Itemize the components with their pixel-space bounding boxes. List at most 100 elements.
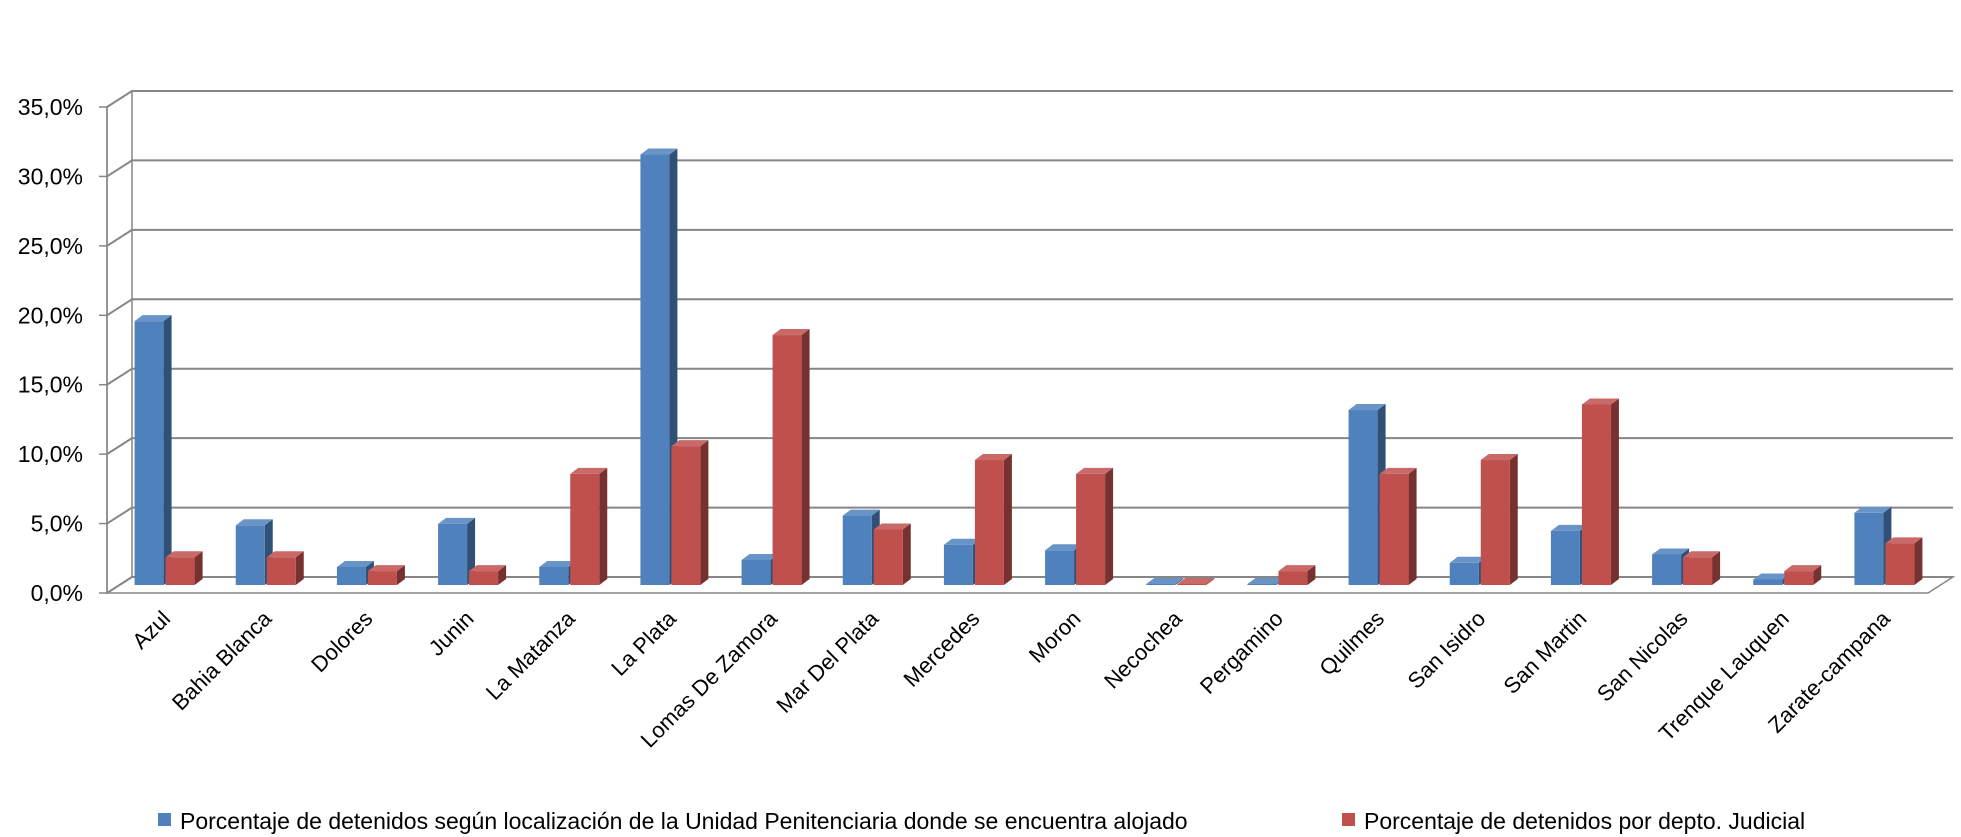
x-tick-label: Pergamino bbox=[1195, 606, 1288, 699]
bar-top-2-14 bbox=[1581, 398, 1619, 405]
bar-side-2-15 bbox=[1712, 551, 1721, 585]
bar-front-1-14 bbox=[1550, 530, 1580, 585]
bar-top-1-17 bbox=[1854, 506, 1892, 513]
x-tick-label: Mercedes bbox=[898, 606, 984, 692]
bar-front-2-9 bbox=[1076, 473, 1106, 585]
bar-2-10 bbox=[1177, 578, 1215, 585]
bar-top-2-13 bbox=[1480, 454, 1518, 461]
bar-top-2-12 bbox=[1379, 467, 1417, 474]
bar-front-2-4 bbox=[570, 473, 600, 585]
bar-top-2-2 bbox=[367, 565, 405, 572]
bar-front-2-8 bbox=[974, 460, 1004, 585]
bar-side-2-5 bbox=[700, 440, 709, 585]
bar-2-11 bbox=[1278, 565, 1316, 585]
legend-label-series-1: Porcentaje de detenidos según localizaci… bbox=[180, 808, 1188, 834]
bar-front-1-3 bbox=[438, 523, 468, 585]
bar-front-2-2 bbox=[367, 571, 397, 585]
bar-2-2 bbox=[367, 565, 405, 585]
bar-front-2-11 bbox=[1278, 571, 1308, 585]
bar-top-2-8 bbox=[974, 454, 1012, 461]
bar-2-17 bbox=[1885, 537, 1923, 585]
bar-front-1-7 bbox=[842, 515, 872, 585]
bar-front-1-15 bbox=[1652, 554, 1682, 585]
bar-top-2-0 bbox=[165, 551, 203, 558]
bar-front-2-0 bbox=[165, 557, 195, 585]
bar-front-2-12 bbox=[1379, 473, 1409, 585]
bar-front-1-10 bbox=[1146, 584, 1176, 585]
chart-side-wall bbox=[106, 89, 133, 595]
bar-front-2-17 bbox=[1885, 543, 1915, 585]
bar-side-2-14 bbox=[1610, 398, 1619, 585]
bar-front-2-15 bbox=[1683, 557, 1713, 585]
bar-front-1-5 bbox=[640, 154, 670, 586]
bar-front-1-8 bbox=[943, 544, 973, 585]
bar-side-2-11 bbox=[1307, 565, 1316, 585]
y-tick-label: 35,0% bbox=[18, 94, 83, 120]
bar-front-1-6 bbox=[741, 560, 771, 585]
bar-top-2-4 bbox=[570, 467, 608, 474]
bar-top-1-11 bbox=[1247, 578, 1285, 584]
bar-front-1-0 bbox=[134, 321, 164, 585]
x-tick-label: Quilmes bbox=[1314, 606, 1389, 681]
x-tick-label: Azul bbox=[127, 606, 175, 654]
y-axis-ticks: 0,0% 5,0% 10,0% 15,0% 20,0% 25,0% 30,0% 35,0% bbox=[18, 94, 108, 606]
x-tick-label: Mar Del Plata bbox=[771, 605, 883, 717]
bar-front-2-3 bbox=[469, 571, 499, 585]
bar-front-2-16 bbox=[1784, 571, 1814, 585]
x-tick-label: San Isidro bbox=[1403, 606, 1491, 694]
bar-front-1-12 bbox=[1348, 410, 1378, 585]
bar-2-8 bbox=[974, 454, 1012, 585]
bar-front-2-6 bbox=[772, 335, 802, 585]
legend: Porcentaje de detenidos según localizaci… bbox=[158, 808, 1805, 834]
bar-front-2-14 bbox=[1581, 404, 1611, 585]
bar-front-1-2 bbox=[336, 566, 366, 585]
bar-top-1-8 bbox=[943, 538, 981, 545]
bar-front-1-4 bbox=[539, 566, 569, 585]
y-tick-label: 5,0% bbox=[31, 511, 83, 537]
bars bbox=[134, 148, 1923, 586]
gridline bbox=[106, 367, 1953, 386]
bar-2-4 bbox=[570, 467, 608, 585]
bar-front-2-1 bbox=[266, 557, 296, 585]
bar-2-3 bbox=[469, 565, 507, 585]
bar-front-1-1 bbox=[235, 525, 265, 585]
bar-top-1-12 bbox=[1348, 404, 1386, 411]
bar-2-0 bbox=[165, 551, 203, 585]
bar-2-12 bbox=[1379, 467, 1417, 585]
bar-top-2-1 bbox=[266, 551, 304, 558]
x-tick-label: Dolores bbox=[306, 606, 377, 677]
x-tick-label: La Plata bbox=[606, 605, 681, 680]
bar-2-16 bbox=[1784, 565, 1822, 585]
bar-top-1-2 bbox=[336, 560, 374, 567]
bar-top-2-15 bbox=[1683, 551, 1721, 558]
bar-side-1-10 bbox=[1175, 578, 1184, 585]
bar-side-2-4 bbox=[599, 467, 608, 585]
legend-swatch-series-2 bbox=[1342, 813, 1355, 826]
bar-top-1-16 bbox=[1753, 573, 1791, 580]
bar-top-2-3 bbox=[469, 565, 507, 572]
x-tick-label: Moron bbox=[1024, 606, 1086, 668]
gridline bbox=[106, 506, 1953, 525]
y-tick-label: 20,0% bbox=[18, 302, 83, 328]
bar-front-2-13 bbox=[1480, 460, 1510, 585]
bar-front-2-5 bbox=[671, 446, 701, 585]
y-tick-label: 25,0% bbox=[18, 233, 83, 259]
x-tick-label: San Nicolas bbox=[1592, 606, 1693, 707]
chart-walls bbox=[104, 89, 1956, 595]
bar-2-5 bbox=[671, 440, 709, 585]
bar-side-2-6 bbox=[801, 329, 810, 585]
bar-top-2-17 bbox=[1885, 537, 1923, 544]
bar-side-2-13 bbox=[1509, 454, 1518, 585]
bar-1-10 bbox=[1146, 578, 1184, 585]
bar-top-1-1 bbox=[235, 519, 273, 526]
bar-front-1-13 bbox=[1449, 562, 1479, 585]
bar-top-1-5 bbox=[640, 148, 678, 155]
gridline bbox=[106, 437, 1953, 455]
gridlines bbox=[106, 90, 1953, 594]
bar-side-2-16 bbox=[1813, 565, 1822, 585]
bar-side-2-10 bbox=[1206, 578, 1215, 585]
bar-2-9 bbox=[1076, 467, 1114, 585]
bar-top-2-5 bbox=[671, 440, 709, 447]
gridline bbox=[106, 228, 1953, 247]
